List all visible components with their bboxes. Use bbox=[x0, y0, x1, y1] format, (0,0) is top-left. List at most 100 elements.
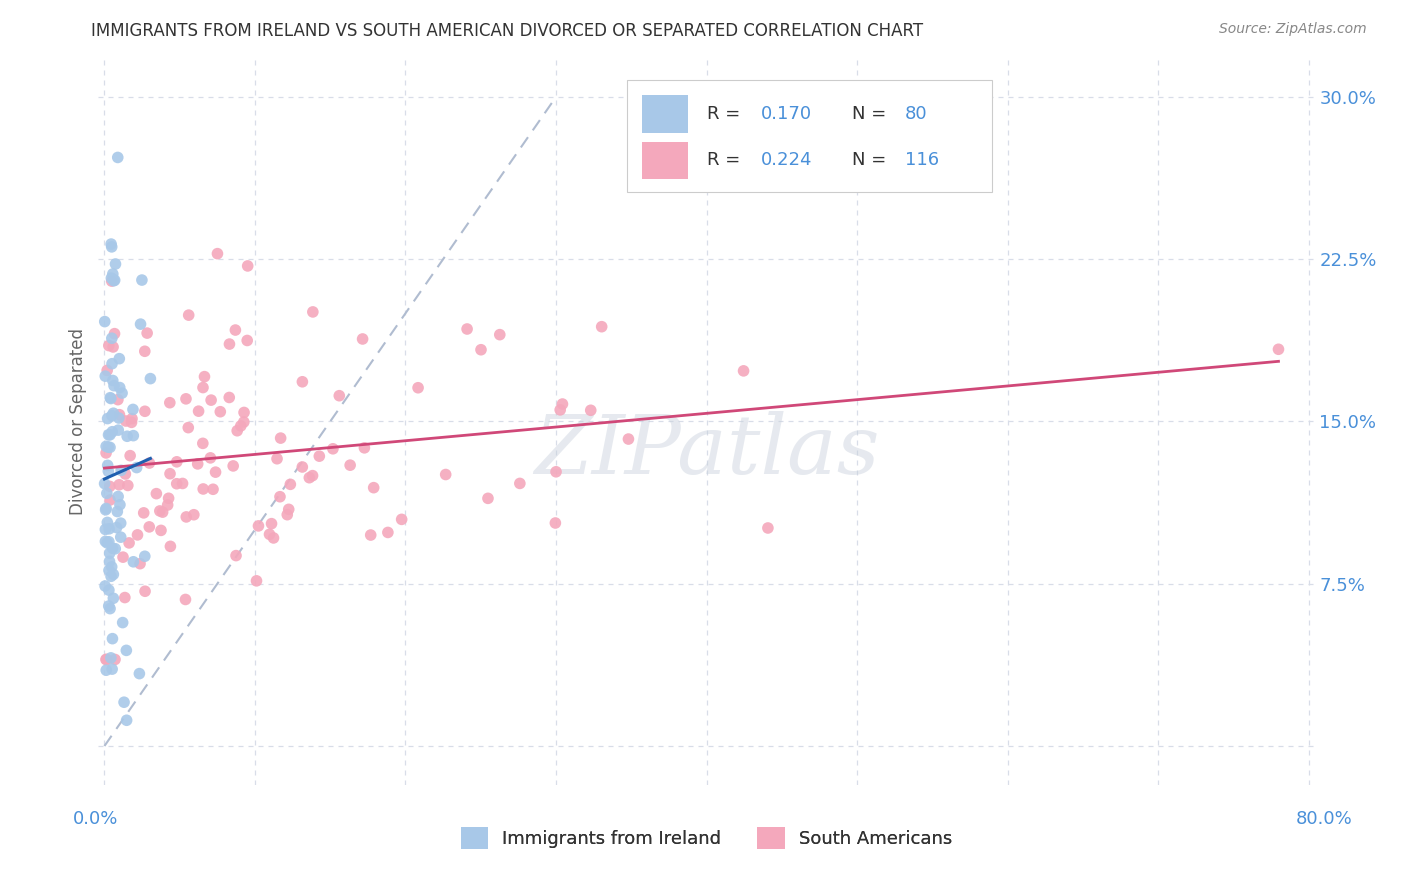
Point bbox=[177, 308, 200, 322]
Point bbox=[110, 516, 132, 530]
Point bbox=[107, 151, 129, 165]
Point bbox=[328, 389, 350, 403]
Text: ZIPatlas: ZIPatlas bbox=[534, 410, 879, 491]
Point bbox=[339, 458, 361, 472]
Point bbox=[488, 327, 510, 342]
Point bbox=[105, 504, 128, 518]
Point bbox=[232, 415, 254, 429]
Point bbox=[191, 380, 214, 394]
Point bbox=[100, 271, 122, 285]
Point bbox=[94, 446, 117, 460]
Point bbox=[391, 512, 413, 526]
Legend: Immigrants from Ireland, South Americans: Immigrants from Ireland, South Americans bbox=[454, 820, 959, 856]
Point bbox=[591, 319, 613, 334]
Point bbox=[270, 431, 292, 445]
Point bbox=[104, 257, 127, 271]
Point bbox=[101, 632, 124, 646]
Point bbox=[111, 615, 134, 630]
Point bbox=[97, 338, 120, 352]
Point bbox=[263, 531, 285, 545]
Point bbox=[107, 490, 129, 504]
Point bbox=[172, 476, 194, 491]
Point bbox=[110, 463, 132, 477]
Point bbox=[236, 334, 259, 348]
Point bbox=[97, 427, 120, 442]
Text: IMMIGRANTS FROM IRELAND VS SOUTH AMERICAN DIVORCED OR SEPARATED CORRELATION CHAR: IMMIGRANTS FROM IRELAND VS SOUTH AMERICA… bbox=[91, 22, 924, 40]
Point bbox=[302, 305, 325, 319]
Point bbox=[406, 381, 429, 395]
Point bbox=[103, 326, 125, 341]
Point bbox=[101, 340, 124, 354]
Point bbox=[98, 391, 121, 405]
Point bbox=[111, 386, 134, 401]
Point bbox=[104, 541, 127, 556]
Point bbox=[218, 391, 240, 405]
Point bbox=[120, 449, 142, 463]
Bar bbox=[643, 95, 689, 133]
Point bbox=[101, 357, 124, 371]
Point bbox=[94, 579, 117, 593]
Point bbox=[108, 351, 131, 366]
Point bbox=[107, 411, 129, 425]
Point bbox=[377, 525, 399, 540]
Point bbox=[100, 559, 122, 574]
Point bbox=[156, 498, 179, 512]
Point bbox=[94, 523, 117, 537]
Point bbox=[259, 527, 281, 541]
Point bbox=[104, 273, 127, 287]
Point bbox=[101, 425, 124, 439]
Point bbox=[96, 663, 118, 677]
Point bbox=[114, 591, 136, 605]
Point bbox=[93, 315, 115, 329]
Point bbox=[470, 343, 492, 357]
Point bbox=[108, 477, 131, 491]
Point bbox=[115, 643, 138, 657]
Point bbox=[103, 406, 125, 420]
Point bbox=[174, 592, 197, 607]
Point bbox=[1267, 343, 1289, 357]
Point bbox=[224, 323, 246, 337]
Text: Source: ZipAtlas.com: Source: ZipAtlas.com bbox=[1219, 22, 1367, 37]
Point bbox=[183, 508, 205, 522]
Point bbox=[187, 404, 209, 418]
Point bbox=[202, 483, 225, 497]
Point bbox=[122, 428, 145, 442]
Point bbox=[115, 713, 138, 727]
Point bbox=[150, 524, 173, 538]
Point bbox=[97, 599, 120, 613]
Text: 0.224: 0.224 bbox=[761, 152, 813, 169]
Point bbox=[134, 344, 156, 359]
Point bbox=[122, 402, 145, 417]
Point bbox=[118, 536, 141, 550]
Point bbox=[579, 403, 602, 417]
Point bbox=[134, 584, 156, 599]
Point bbox=[134, 404, 156, 418]
Point bbox=[236, 259, 259, 273]
Point bbox=[132, 506, 155, 520]
Point bbox=[159, 467, 181, 481]
Point bbox=[104, 652, 127, 666]
Point bbox=[108, 380, 131, 394]
Point bbox=[280, 477, 302, 491]
FancyBboxPatch shape bbox=[627, 79, 993, 193]
Point bbox=[98, 479, 121, 493]
Point bbox=[100, 237, 122, 252]
Point bbox=[97, 411, 120, 425]
Text: 80.0%: 80.0% bbox=[1296, 810, 1353, 828]
Point bbox=[105, 520, 128, 534]
Point bbox=[277, 502, 299, 516]
Point bbox=[477, 491, 499, 506]
Point bbox=[298, 471, 321, 485]
Point bbox=[159, 540, 181, 554]
Point bbox=[191, 436, 214, 450]
Point bbox=[96, 363, 118, 377]
Point bbox=[96, 486, 118, 500]
Point bbox=[352, 332, 374, 346]
Point bbox=[97, 458, 120, 473]
Point bbox=[117, 478, 139, 492]
Point bbox=[134, 549, 156, 564]
Point bbox=[96, 516, 118, 530]
Point bbox=[617, 432, 640, 446]
Point bbox=[98, 546, 121, 560]
Point bbox=[551, 397, 574, 411]
